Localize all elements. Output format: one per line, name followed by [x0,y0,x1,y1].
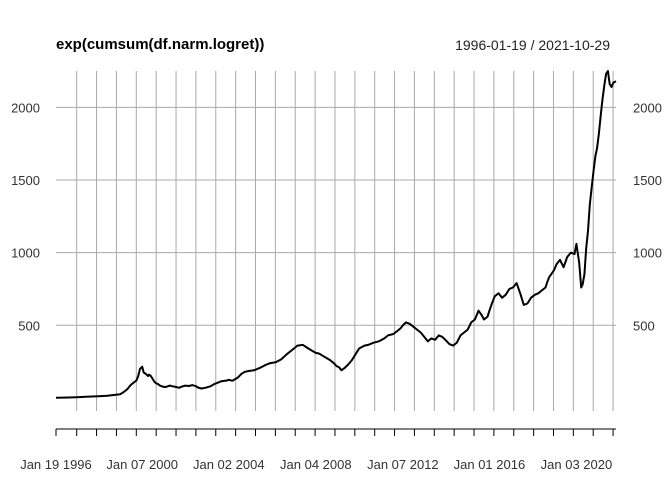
y-tick-label-right: 1500 [633,173,662,188]
x-tick-label: Jan 04 2008 [280,457,352,472]
y-tick-label-right: 500 [633,318,655,333]
chart-title: exp(cumsum(df.narm.logret)) [56,36,265,53]
x-tick-label: Jan 01 2016 [454,457,526,472]
y-tick-label-left: 2000 [11,100,40,115]
x-tick-label: Jan 07 2012 [367,457,439,472]
x-tick-label: Jan 07 2000 [106,457,178,472]
y-tick-label-left: 500 [18,318,40,333]
date-range-label: 1996-01-19 / 2021-10-29 [455,37,610,53]
y-tick-label-right: 1000 [633,246,662,261]
y-tick-label-left: 1500 [11,173,40,188]
x-tick-label: Jan 03 2020 [541,457,613,472]
y-tick-label-left: 1000 [11,246,40,261]
y-tick-label-right: 2000 [633,100,662,115]
series-line [55,70,617,399]
x-tick-label: Jan 02 2004 [193,457,265,472]
x-tick-label: Jan 19 1996 [20,457,92,472]
